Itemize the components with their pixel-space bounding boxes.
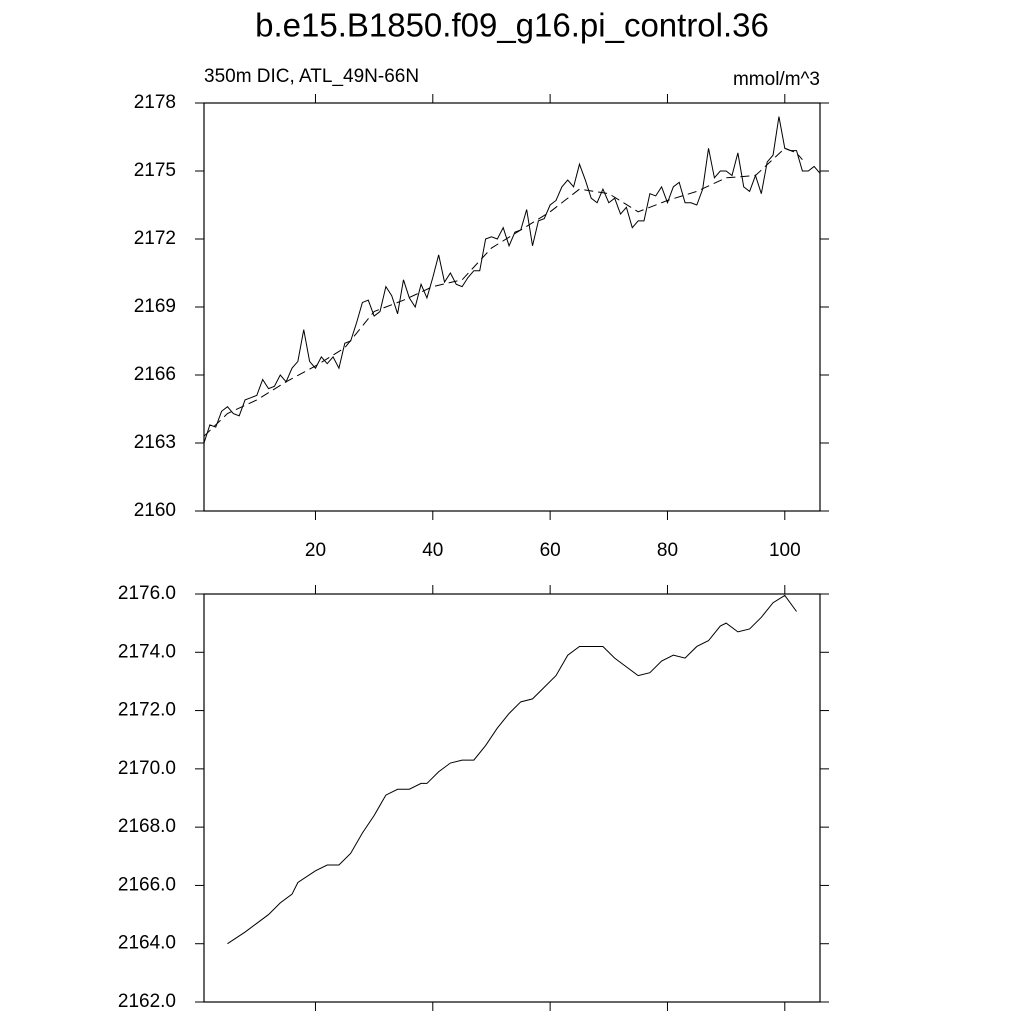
y-tick-label: 2176.0 xyxy=(118,583,176,604)
x-tick-label: 40 xyxy=(422,540,443,561)
x-tick-label: 60 xyxy=(540,540,561,561)
x-tick-label: 80 xyxy=(657,540,678,561)
y-tick-label: 2170.0 xyxy=(118,758,176,779)
data-line xyxy=(227,594,797,945)
data-line xyxy=(203,116,821,444)
plot-frame xyxy=(203,102,821,512)
y-tick-label: 2166.0 xyxy=(118,874,176,895)
y-tick-label: 2175 xyxy=(134,160,176,181)
y-tick-label: 2172.0 xyxy=(118,700,176,721)
y-tick-label: 2174.0 xyxy=(118,641,176,662)
y-tick-label: 2160 xyxy=(134,500,176,521)
y-tick-label: 2163 xyxy=(134,432,176,453)
y-tick-label: 2178 xyxy=(134,92,176,113)
chart-title: b.e15.B1850.f09_g16.pi_control.36 xyxy=(255,7,769,44)
y-tick-label: 2169 xyxy=(134,296,176,317)
left-label: 350m DIC, ATL_49N-66N xyxy=(204,66,419,87)
plot-frame xyxy=(203,593,821,1003)
y-tick-label: 2164.0 xyxy=(118,933,176,954)
y-tick-label: 2172 xyxy=(134,228,176,249)
right-label: mmol/m^3 xyxy=(733,69,820,90)
x-tick-label: 100 xyxy=(769,540,801,561)
data-line xyxy=(203,147,803,437)
y-tick-label: 2166 xyxy=(134,364,176,385)
y-tick-label: 2162.0 xyxy=(118,991,176,1012)
y-tick-label: 2168.0 xyxy=(118,816,176,837)
x-tick-label: 20 xyxy=(305,540,326,561)
